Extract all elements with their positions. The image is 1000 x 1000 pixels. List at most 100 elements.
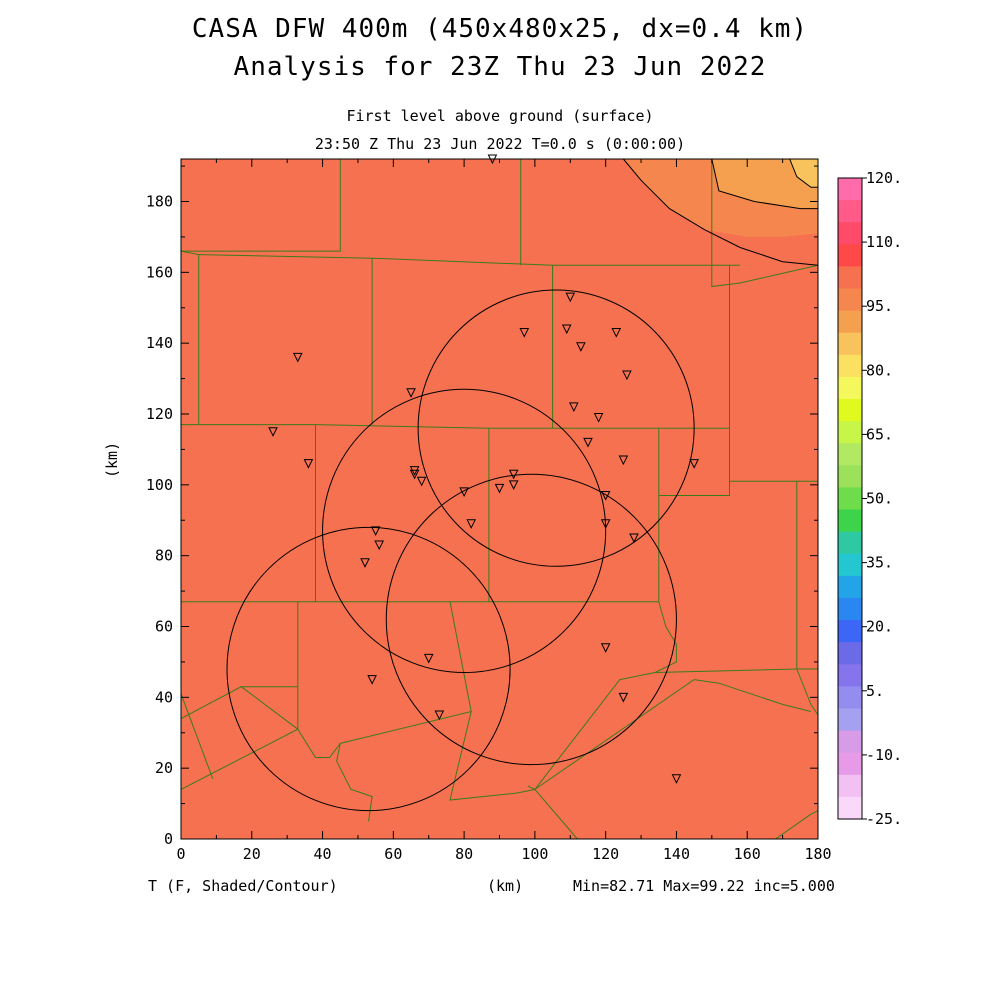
colorbar-swatch xyxy=(838,620,862,643)
station-marker xyxy=(508,480,519,490)
y-tick-label: 180 xyxy=(146,193,173,211)
station-marker xyxy=(409,469,420,480)
colorbar-label: 95. xyxy=(866,297,893,315)
station-marker xyxy=(671,774,682,784)
radar-coverage-ring xyxy=(417,289,695,567)
y-tick-label: 20 xyxy=(155,759,173,777)
plot-subtitle-time: 23:50 Z Thu 23 Jun 2022 T=0.0 s (0:00:00… xyxy=(314,135,686,153)
y-tick-label: 60 xyxy=(155,618,173,636)
station-marker xyxy=(360,558,370,568)
colorbar-swatch xyxy=(838,597,862,621)
variable-label: T (F, Shaded/Contour) xyxy=(148,877,338,895)
colorbar-label: 110. xyxy=(866,233,902,251)
station-marker xyxy=(508,469,519,480)
county-boundary xyxy=(180,693,214,779)
county-boundary xyxy=(180,728,341,790)
colorbar-swatch xyxy=(838,399,862,422)
station-marker xyxy=(600,490,611,501)
colorbar-swatch xyxy=(838,266,862,290)
station-marker xyxy=(303,459,314,469)
colorbar-swatch xyxy=(838,774,862,798)
x-tick-label: 100 xyxy=(521,845,548,863)
temperature-contour xyxy=(789,158,818,188)
colorbar-label: 50. xyxy=(866,490,893,508)
county-boundary xyxy=(796,668,819,716)
station-marker xyxy=(494,483,505,494)
x-tick-label: 0 xyxy=(176,845,185,863)
station-marker xyxy=(416,476,427,487)
y-tick-label: 160 xyxy=(146,263,173,281)
x-tick-label: 40 xyxy=(314,845,332,863)
station-marker xyxy=(629,533,639,544)
station-marker xyxy=(593,413,604,423)
station-marker xyxy=(459,487,469,498)
county-boundary xyxy=(658,265,730,496)
colorbar-swatch xyxy=(838,686,862,710)
colorbar-swatch xyxy=(838,376,862,400)
station-marker xyxy=(466,519,476,529)
county-boundary xyxy=(655,668,797,673)
colorbar-swatch xyxy=(838,310,862,334)
station-marker xyxy=(611,328,622,338)
colorbar-swatch xyxy=(838,730,862,754)
y-tick-label: 80 xyxy=(155,547,173,565)
colorbar: 120. 110. 95. 80. 65. 50. 35. 20. 5. -10. -25. xyxy=(837,169,902,828)
x-axis-label: (km) xyxy=(487,877,524,895)
county-boundary xyxy=(239,601,299,731)
station-marker xyxy=(600,519,611,529)
colorbar-swatch xyxy=(838,465,862,489)
radar-coverage-ring xyxy=(226,526,511,812)
county-boundary xyxy=(336,743,373,822)
county-boundary xyxy=(449,601,472,712)
warm-temperature-band xyxy=(789,159,818,188)
x-tick-label: 140 xyxy=(663,845,690,863)
county-boundary xyxy=(711,159,819,288)
station-marker xyxy=(576,342,586,352)
min-max-stats: Min=82.71 Max=99.22 inc=5.000 xyxy=(573,877,835,895)
y-tick-label: 40 xyxy=(155,688,173,706)
y-tick-label: 0 xyxy=(164,830,173,848)
colorbar-swatch xyxy=(838,575,862,599)
y-axis-label: (km) xyxy=(103,441,121,478)
colorbar-swatch xyxy=(838,244,862,268)
station-marker xyxy=(367,675,377,685)
station-marker xyxy=(565,292,576,303)
station-marker xyxy=(689,459,699,469)
station-marker xyxy=(423,653,434,664)
county-boundary xyxy=(534,679,812,790)
colorbar-swatch xyxy=(838,178,862,201)
county-boundary xyxy=(534,789,578,840)
colorbar-label: -25. xyxy=(866,810,902,828)
colorbar-label: 120. xyxy=(866,169,902,187)
colorbar-swatch xyxy=(838,708,862,732)
county-boundary xyxy=(534,601,677,790)
station-marker xyxy=(519,328,530,338)
colorbar-label: 65. xyxy=(866,425,893,443)
colorbar-swatch xyxy=(838,288,862,312)
colorbar-label: 20. xyxy=(866,618,893,636)
temperature-field xyxy=(181,159,818,839)
county-boundary xyxy=(181,159,341,252)
station-marker xyxy=(583,437,593,448)
x-tick-label: 60 xyxy=(384,845,402,863)
x-tick-label: 120 xyxy=(592,845,619,863)
station-marker xyxy=(622,370,632,381)
colorbar-swatch xyxy=(838,664,862,687)
x-tick-label: 80 xyxy=(455,845,473,863)
colorbar-swatch xyxy=(838,443,862,466)
colorbar-label: 80. xyxy=(866,361,893,379)
colorbar-swatch xyxy=(838,332,862,356)
colorbar-swatch xyxy=(838,642,862,665)
colorbar-swatch xyxy=(838,531,862,555)
x-tick-label: 160 xyxy=(734,845,761,863)
colorbar-swatch xyxy=(838,200,862,223)
county-boundary xyxy=(180,250,200,426)
station-marker xyxy=(374,540,384,551)
plot-title-line2: Analysis for 23Z Thu 23 Jun 2022 xyxy=(233,52,767,82)
y-tick-label: 140 xyxy=(146,334,173,352)
county-boundary xyxy=(340,710,537,801)
x-tick-label: 180 xyxy=(804,845,831,863)
station-marker xyxy=(569,402,579,413)
y-tick-label: 100 xyxy=(146,476,173,494)
